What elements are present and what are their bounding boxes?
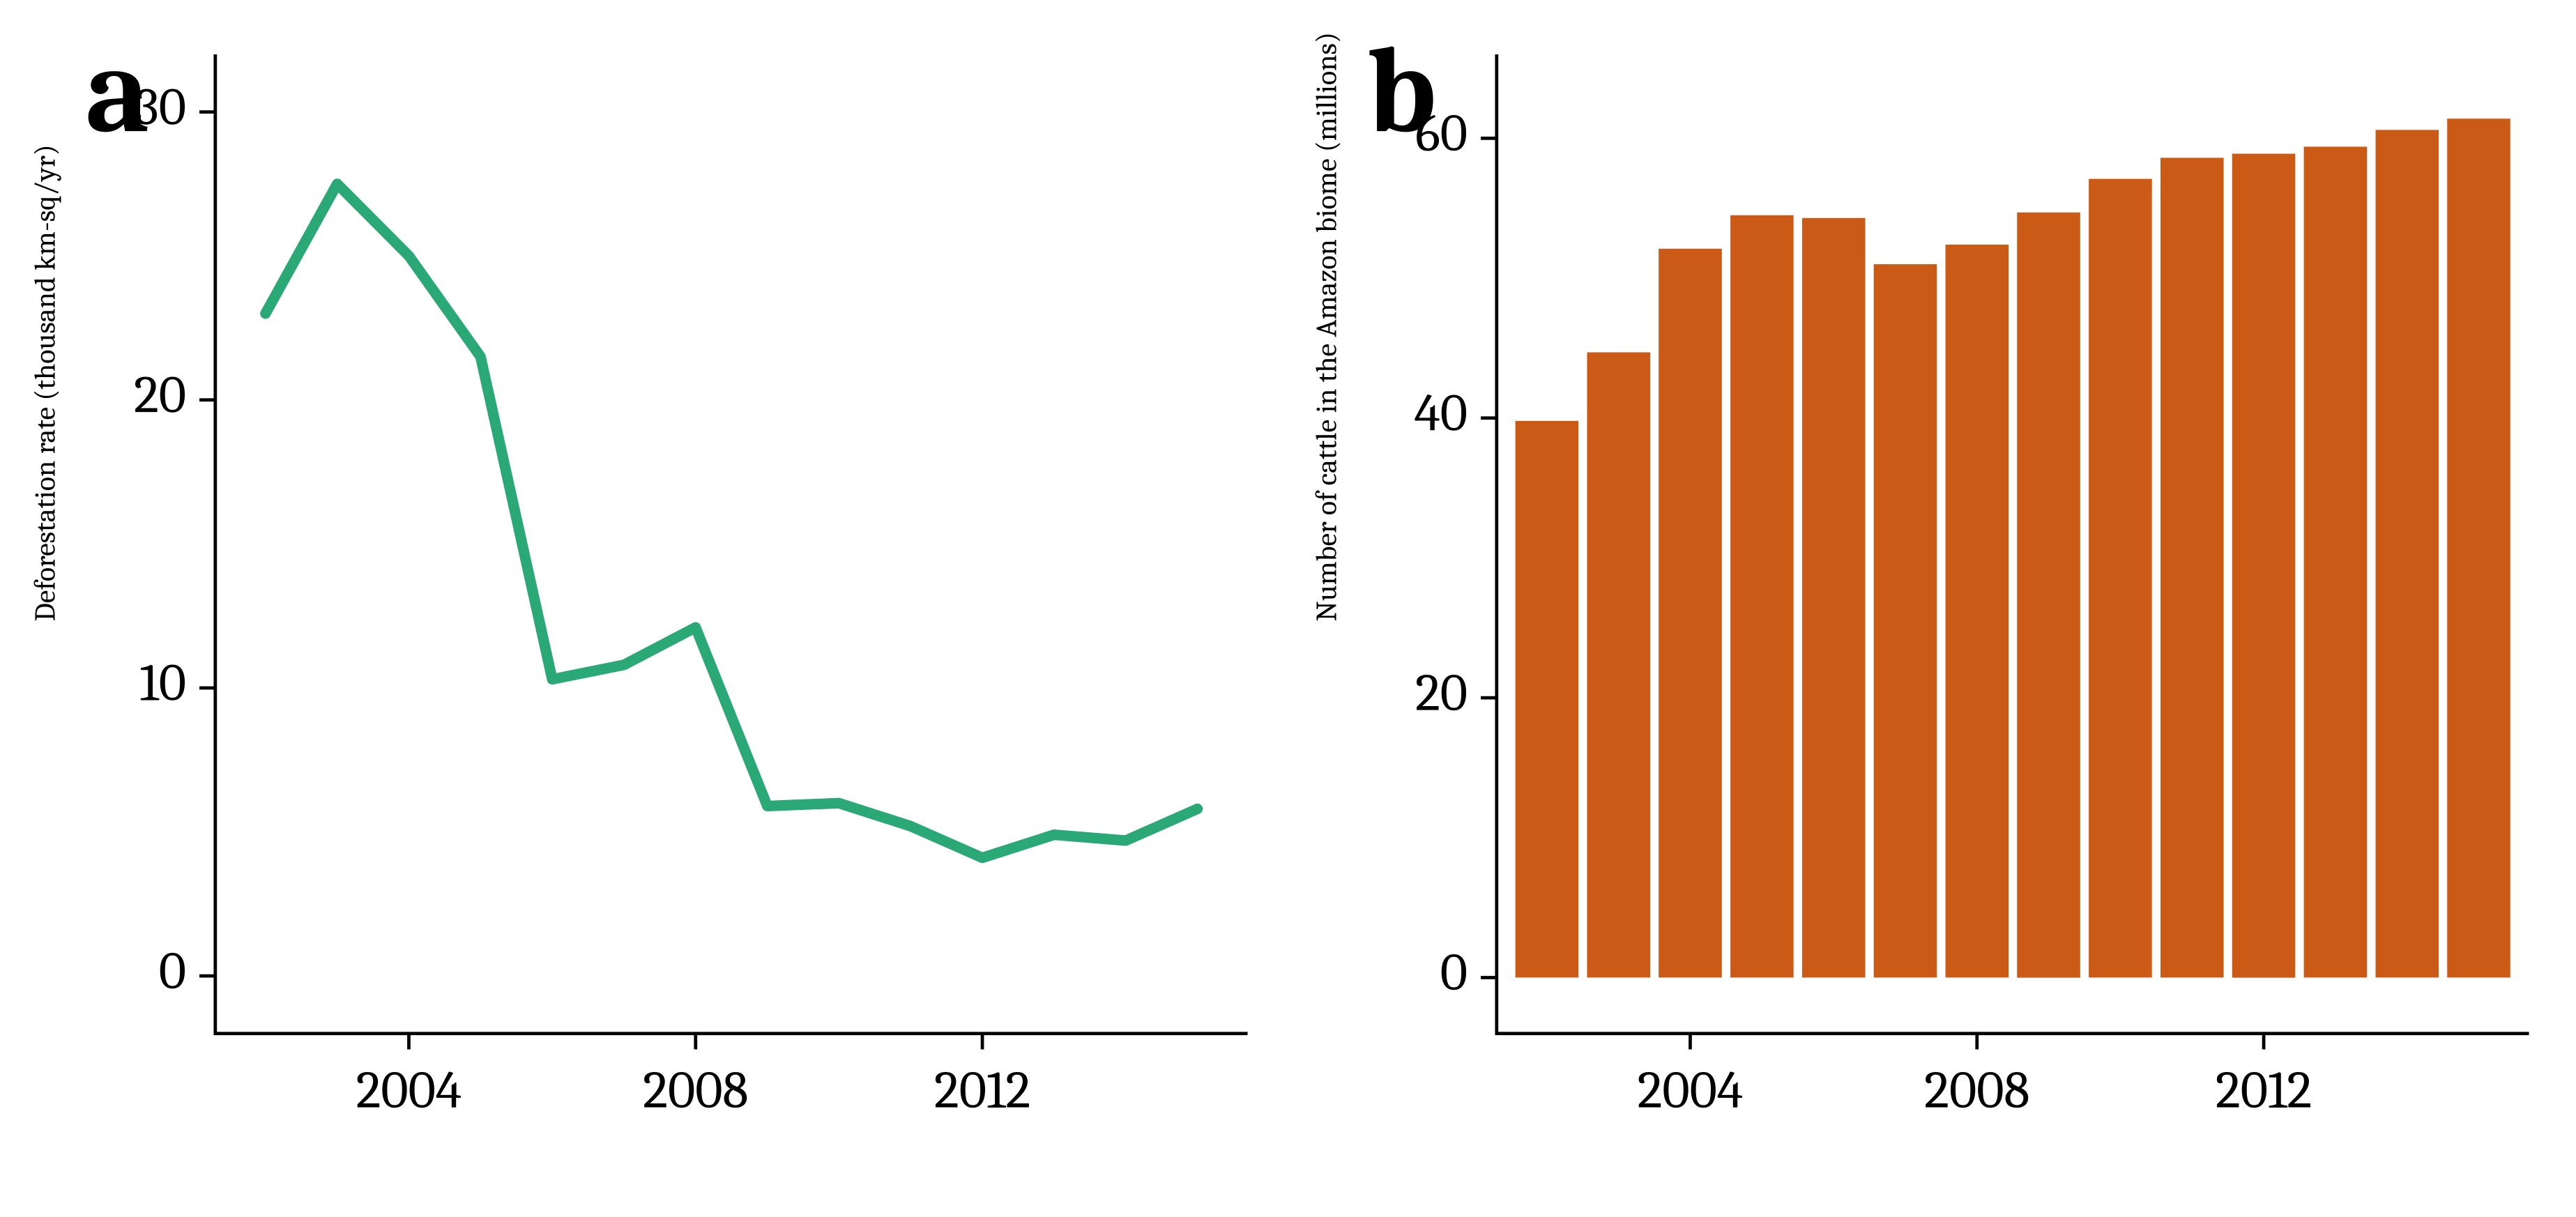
svg-text:20: 20 [1415, 663, 1467, 724]
figure-row: Deforestation rate (thousand km-sq/yr) 0… [0, 0, 2576, 1180]
svg-text:2008: 2008 [1924, 1060, 2029, 1121]
panel-a: Deforestation rate (thousand km-sq/yr) 0… [21, 28, 1274, 1166]
panel-b: Number of cattle in the Amazon biome (mi… [1302, 28, 2556, 1166]
cattle-bar [2089, 179, 2152, 978]
svg-text:2004: 2004 [356, 1060, 462, 1121]
panel-b-plot: 0204060200420082012b [1351, 28, 2556, 1166]
panel-letter: b [1366, 28, 1435, 162]
svg-text:2012: 2012 [934, 1060, 1030, 1121]
cattle-bar [1515, 421, 1578, 978]
cattle-bar [2375, 130, 2439, 977]
cattle-bar [1945, 245, 2009, 977]
svg-text:20: 20 [134, 365, 186, 426]
cattle-bar [1730, 215, 1794, 978]
panel-b-ylabel-wrap: Number of cattle in the Amazon biome (mi… [1302, 28, 1351, 1166]
svg-text:40: 40 [1414, 383, 1468, 443]
line-chart-svg: 0102030200420082012a [70, 28, 1274, 1166]
panel-b-ylabel: Number of cattle in the Amazon biome (mi… [1309, 572, 1343, 621]
panel-a-ylabel: Deforestation rate (thousand km-sq/yr) [29, 572, 63, 621]
cattle-bar [1587, 352, 1650, 977]
cattle-bar [2232, 154, 2295, 978]
deforestation-line [266, 184, 1198, 858]
cattle-bar [2303, 146, 2367, 977]
svg-text:2012: 2012 [2215, 1060, 2311, 1121]
panel-letter: a [86, 28, 150, 162]
cattle-bar [1873, 264, 1937, 977]
svg-text:0: 0 [1440, 942, 1467, 1003]
bar-chart-svg: 0204060200420082012b [1351, 28, 2556, 1166]
cattle-bar [2447, 118, 2510, 977]
cattle-bar [1801, 218, 1865, 978]
svg-text:0: 0 [159, 941, 186, 1002]
svg-text:2004: 2004 [1637, 1060, 1743, 1121]
panel-a-plot: 0102030200420082012a [70, 28, 1274, 1166]
panel-a-ylabel-wrap: Deforestation rate (thousand km-sq/yr) [21, 28, 70, 1166]
cattle-bar [2017, 213, 2080, 978]
svg-text:2008: 2008 [643, 1060, 748, 1121]
svg-text:10: 10 [139, 653, 186, 714]
cattle-bar [1659, 249, 1722, 978]
cattle-bar [2160, 158, 2224, 977]
